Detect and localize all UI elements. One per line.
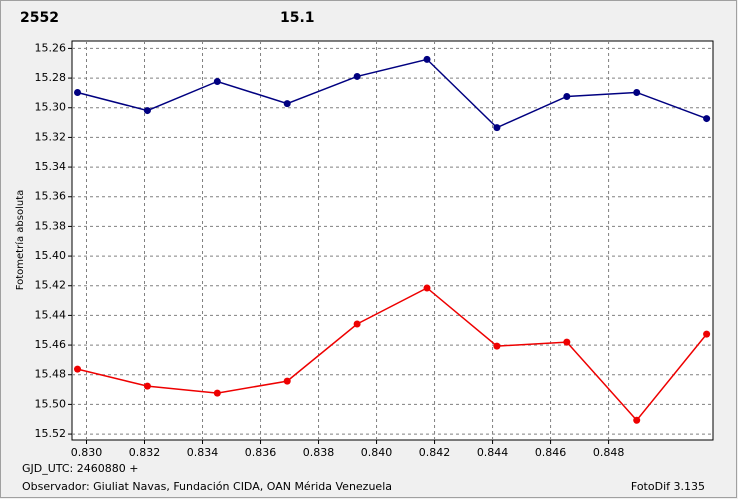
y-tick-label: 15.28 [35,71,67,84]
x-tick-label: 0.848 [593,446,625,459]
data-point [633,416,641,424]
data-point [703,330,711,338]
data-point [423,284,431,292]
data-point [213,77,221,85]
y-tick-label: 15.36 [35,190,67,203]
x-tick-label: 0.842 [419,446,451,459]
series-label: 2552 [20,10,59,26]
y-tick-label: 15.44 [35,308,67,321]
data-point [74,365,82,373]
y-tick-label: 15.46 [35,338,67,351]
software: FotoDif 3.135 [631,480,705,493]
y-tick-label: 15.50 [35,397,67,410]
y-tick-label: 15.30 [35,101,67,114]
x-tick-label: 0.830 [71,446,103,459]
x-tick-label: 0.844 [477,446,509,459]
data-point [143,382,151,390]
y-tick-label: 15.26 [35,41,67,54]
data-point [353,72,361,80]
y-tick-label: 15.32 [35,130,67,143]
data-point [283,377,291,385]
y-tick-label: 15.52 [35,427,67,440]
y-tick-label: 15.40 [35,249,67,262]
x-tick-label: 0.832 [129,446,161,459]
y-axis-label: Fotometría absoluta [14,190,26,291]
x-tick-label: 0.840 [361,446,393,459]
x-caption: GJD_UTC: 2460880 + [22,462,138,475]
y-tick-label: 15.34 [35,160,67,173]
observer: Observador: Giuliat Navas, Fundación CID… [22,480,392,493]
data-point [283,100,291,108]
data-point [563,338,571,346]
series-line [77,58,707,129]
data-point [703,115,711,123]
data-point [423,55,431,63]
data-point [143,107,151,115]
series-label: 15.1 [280,10,315,26]
y-tick-label: 15.42 [35,279,67,292]
data-point [493,124,501,132]
data-point [493,342,501,350]
data-point [353,320,361,328]
plot-area [71,40,714,441]
y-tick-label: 15.38 [35,219,67,232]
data-point [213,389,221,397]
data-point [633,88,641,96]
y-tick-label: 15.48 [35,368,67,381]
series-line [77,287,708,422]
data-point [74,88,82,96]
x-tick-label: 0.846 [535,446,567,459]
x-tick-label: 0.838 [303,446,335,459]
x-tick-label: 0.836 [245,446,277,459]
data-point [563,92,571,100]
x-tick-label: 0.834 [187,446,219,459]
